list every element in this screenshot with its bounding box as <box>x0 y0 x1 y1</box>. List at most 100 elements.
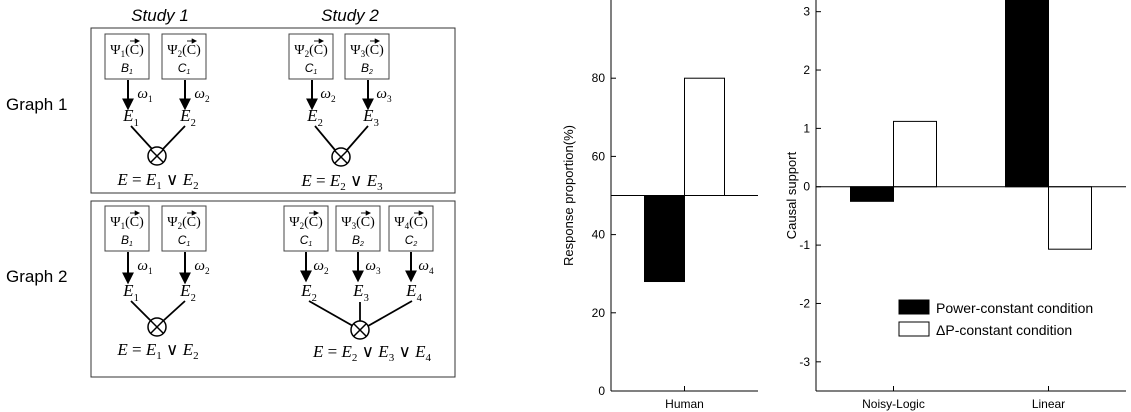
legend-label-deltap: ΔP-constant condition <box>936 322 1072 338</box>
g1s2-w2: ω2 <box>320 86 336 105</box>
g2s2-psi2-psi-fn: Ψ <box>289 215 300 230</box>
model-ytick-label: 3 <box>803 5 810 19</box>
g2s2-formula-eq: = <box>323 342 341 361</box>
g2s1-psi2-cue-sub: 1 <box>186 241 190 248</box>
g1s1-w1: ω1 <box>137 86 153 105</box>
g1s2-edge-2 <box>346 125 369 151</box>
g2s2-w4: ω4 <box>418 258 434 277</box>
g1s1-psi1-cue-base: B <box>121 61 129 75</box>
human-bar-deltap-0 <box>684 77 725 196</box>
g2s2-psi3-box <box>335 205 381 252</box>
g2s2-psi2-psi-sub: 2 <box>300 221 305 231</box>
g2s2-psi4-psi: Ψ4(C) <box>394 215 428 231</box>
g2s1-e2-sub: 2 <box>191 293 196 304</box>
g2s1-edge-2 <box>162 300 186 322</box>
g2s1-w2: ω2 <box>194 258 210 277</box>
study-1-label: Study 1 <box>131 6 189 25</box>
model-bar-deltap-1 <box>1048 186 1092 250</box>
g1s2-e3-sub: 3 <box>374 118 379 129</box>
g2s2-psi3-psi-fn: Ψ <box>341 215 352 230</box>
g2s1-formula: E = E1 ∨ E2 <box>116 340 198 362</box>
g2s1-e1-sub: 1 <box>134 293 139 304</box>
graph-2-label: Graph 2 <box>6 267 67 286</box>
g1s1-formula-term-1-base: E <box>182 170 194 189</box>
g1s1-formula-term-0-base: E <box>145 170 157 189</box>
g2s1-e1-base: E <box>122 281 134 300</box>
g2s1-formula-lhs: E <box>116 340 128 359</box>
chart-legend: Power-constant condition ΔP-constant cond… <box>898 299 1093 338</box>
g2s1-edge-1 <box>130 300 152 322</box>
human-ytick-label: 80 <box>592 71 606 85</box>
human-xtick-label: Human <box>665 397 704 411</box>
g2s2-e4-sub: 4 <box>417 293 423 304</box>
g2s2-psi4-cue-sub: 2 <box>412 241 417 248</box>
g2s2-psi3-psi: Ψ3(C) <box>341 215 375 231</box>
g1s1-e2-base: E <box>179 106 191 125</box>
g2s2-formula: E = E2 ∨ E3 ∨ E4 <box>312 342 432 364</box>
g2s1-w2-base: ω <box>194 258 205 274</box>
g2s2-combine <box>350 320 370 340</box>
g1s2-e2-base: E <box>306 106 318 125</box>
g1s2-formula-term-0-sub: 2 <box>340 181 346 193</box>
g2s2-psi4-psi-arg: (C) <box>409 215 428 230</box>
g1s2-psi2-cue-label: C1 <box>305 61 318 76</box>
g2s2-formula-term-1-base: E <box>377 342 389 361</box>
g2s2-psi3-cue-base: B <box>352 233 360 247</box>
human-ytick-label: 60 <box>592 149 606 163</box>
g2s1-combine <box>147 317 167 337</box>
g1s1-w2: ω2 <box>194 86 210 105</box>
g2s2-w2-sub: 2 <box>324 267 329 277</box>
g1s2-e3-base: E <box>362 106 374 125</box>
g1s2-psi2-psi-sub: 2 <box>305 49 310 59</box>
g1s2-w2-base: ω <box>320 86 331 102</box>
g2s2-psi2-box <box>283 205 329 252</box>
g2s2-combine-cross-b <box>353 323 367 337</box>
g1s2-psi3-cue-base: B <box>361 61 369 75</box>
g2s1-psi2-cue-base: C <box>178 233 187 247</box>
g1s1-edge-1 <box>130 125 153 150</box>
g2s2-edge-1 <box>308 300 354 327</box>
g1s2-formula-term-0-base: E <box>329 171 341 190</box>
g1s2-e2-sub: 2 <box>318 118 323 129</box>
g2s1-psi2-cue-label: C1 <box>178 233 191 248</box>
g2s2-w3-sub: 3 <box>376 267 381 277</box>
g1s2-e3: E3 <box>362 106 379 129</box>
g2s1-psi1-cue-sub: 1 <box>129 241 133 248</box>
model-ytick-label: -1 <box>799 238 810 252</box>
g1s1-formula-lhs: E <box>116 170 128 189</box>
model-ytick-label: -2 <box>799 296 810 310</box>
graph-1-label: Graph 1 <box>6 95 67 114</box>
g1s1-psi1-psi-sub: 1 <box>121 49 126 59</box>
g1s1-psi2-cue-base: C <box>178 61 187 75</box>
model-bar-power-0 <box>850 186 894 202</box>
g1s2-w2-sub: 2 <box>331 95 336 105</box>
g2s1-psi2-psi-sub: 2 <box>178 221 183 231</box>
g2s1-e2-base: E <box>179 281 191 300</box>
g1s2-psi2-psi-fn: Ψ <box>294 43 305 58</box>
model-bar-power-1 <box>1005 0 1049 188</box>
g2s2-e2-sub: 2 <box>312 293 317 304</box>
g1s1-psi1-psi-fn: Ψ <box>110 43 121 58</box>
g1s1-psi2-psi-sub: 2 <box>178 49 183 59</box>
g2s2-psi3-cue-label: B2 <box>352 233 364 248</box>
g1s2-psi3-psi-sub: 3 <box>361 49 366 59</box>
g1s1-edge-2 <box>162 125 186 150</box>
g1s1-combine <box>147 146 167 166</box>
g1s2-psi2-box <box>288 33 334 80</box>
g2s2-psi4-psi-sub: 4 <box>405 221 410 231</box>
g2s1-combine-cross-b <box>150 320 164 334</box>
g2s1-w2-sub: 2 <box>205 267 210 277</box>
g2s1-psi1-cue-base: B <box>121 233 129 247</box>
g1s1-e2-sub: 2 <box>191 118 196 129</box>
g2s1-formula-term-1-sub: 2 <box>193 350 199 362</box>
g2s2-e4: E4 <box>405 281 422 304</box>
g1s1-formula: E = E1 ∨ E2 <box>116 170 198 192</box>
g1s2-psi2-psi: Ψ2(C) <box>294 43 328 59</box>
g2s2-formula-term-2-sub: 4 <box>426 352 432 364</box>
model-ylabel: Causal support <box>784 151 799 239</box>
g1s1-formula-op-1: ∨ <box>162 170 183 189</box>
g1s2-psi2-cue-sub: 1 <box>313 69 317 76</box>
g1s1-psi1-psi: Ψ1(C) <box>110 43 144 59</box>
g1s1-e2: E2 <box>179 106 196 129</box>
